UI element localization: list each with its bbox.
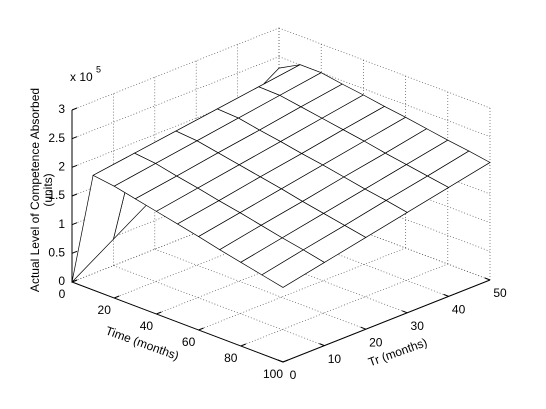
axis-line — [71, 281, 284, 363]
y-tick-label: 0 — [290, 368, 297, 382]
z-tick-label: 0 — [58, 274, 65, 288]
x-tick-label: 20 — [98, 303, 112, 317]
x-tick-label: 40 — [140, 319, 154, 333]
x-tick-label: 0 — [59, 287, 66, 301]
tick-mark — [71, 136, 78, 140]
grid-line — [240, 263, 448, 347]
z-exponent: 5 — [96, 64, 101, 74]
tick-mark — [282, 359, 289, 363]
x-tick-label: 100 — [263, 367, 283, 381]
grid-line — [198, 247, 406, 331]
tick-mark — [71, 222, 78, 226]
z-tick-label: 2 — [58, 160, 65, 174]
z-axis-label: (units) — [41, 173, 55, 206]
y-tick-label: 40 — [452, 303, 466, 317]
tick-mark — [484, 277, 491, 281]
grid-line — [114, 215, 322, 299]
z-tick-label: 0.5 — [48, 246, 65, 260]
tick-mark — [198, 327, 204, 331]
surface-cell — [261, 249, 326, 288]
axis-line — [282, 279, 491, 363]
x-tick-label: 60 — [182, 335, 196, 349]
tick-mark — [71, 193, 78, 197]
tick-mark — [443, 293, 449, 297]
grid-line — [71, 56, 280, 139]
tick-mark — [402, 310, 408, 314]
z-multiplier: x 10 — [70, 70, 93, 84]
tick-mark — [277, 359, 284, 363]
y-tick-label: 30 — [411, 319, 425, 333]
y-tick-label: 50 — [493, 286, 507, 300]
z-tick-label: 2.5 — [48, 131, 65, 145]
tick-mark — [114, 295, 120, 299]
y-tick-label: 10 — [328, 352, 342, 366]
tick-mark — [319, 343, 325, 347]
tick-mark — [71, 107, 78, 111]
grid-line — [71, 85, 280, 168]
tick-mark — [156, 311, 162, 315]
tick-mark — [360, 326, 366, 330]
tick-mark — [240, 343, 246, 347]
x-tick-label: 80 — [224, 351, 238, 365]
z-axis-label: Actual Level of Competence Absorbed — [28, 88, 42, 292]
z-tick-label: 1.5 — [48, 188, 65, 202]
y-tick-label: 20 — [369, 335, 383, 349]
tick-mark — [71, 279, 78, 283]
tick-mark — [71, 250, 78, 254]
z-tick-label: 3 — [58, 102, 65, 116]
z-tick-label: 1 — [58, 217, 65, 231]
grid-line — [71, 199, 280, 283]
tick-mark — [71, 164, 78, 168]
grid-line — [71, 27, 280, 111]
